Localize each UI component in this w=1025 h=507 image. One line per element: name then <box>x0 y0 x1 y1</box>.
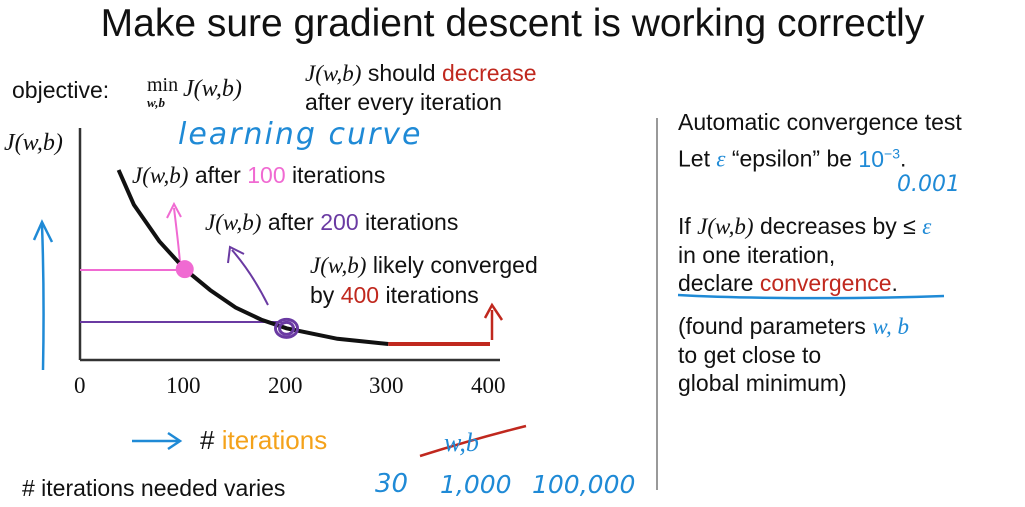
annotation-100: J(w,b) after 100 iterations <box>132 162 386 188</box>
value-100000: 100,000 <box>532 470 636 499</box>
purple-arrow-icon <box>231 249 269 306</box>
mark-200-iterations <box>274 317 299 339</box>
one-iteration-line: in one iteration, <box>678 242 836 268</box>
declare-convergence-line: declare convergence. <box>678 270 898 296</box>
should-decrease-line1: J(w,b) should decrease <box>305 60 537 87</box>
tick-label-400: 400 <box>471 373 506 398</box>
convergence-test-heading: Automatic convergence test <box>678 109 962 135</box>
should-decrease-line2: after every iteration <box>305 89 502 115</box>
x-axis-label: # iterations <box>200 425 328 455</box>
value-1000: 1,000 <box>440 470 512 499</box>
tick-label-200: 200 <box>268 373 303 398</box>
cost-expression: J(w,b) <box>305 61 362 86</box>
objective-min-subscript: w,b <box>147 95 165 110</box>
value-30: 30 <box>375 469 409 499</box>
global-minimum-line: global minimum) <box>678 370 847 396</box>
pink-arrowhead-icon <box>166 201 182 219</box>
learning-curve-label: learning curve <box>178 117 423 152</box>
annotation-400-line2: by 400 iterations <box>310 282 479 308</box>
up-arrowhead-icon <box>32 219 54 243</box>
epsilon-line: Let ε “epsilon” be 10−3. <box>678 145 907 172</box>
decimal-value: 0.001 <box>897 172 960 197</box>
mark-100-iterations <box>175 260 194 279</box>
slide-title: Make sure gradient descent is working co… <box>100 2 925 45</box>
iterations-varies-label: # iterations needed varies <box>22 475 286 501</box>
strike-through <box>419 424 527 458</box>
crossed-out-wb: w,b <box>444 428 479 457</box>
objective-label: objective: <box>12 77 110 103</box>
found-parameters-line: (found parameters w, b <box>678 313 909 339</box>
decrease-word: decrease <box>441 60 537 86</box>
convergence-underline <box>677 293 945 300</box>
up-arrow-icon <box>40 224 45 371</box>
tick-label-300: 300 <box>369 373 404 398</box>
tick-label-0: 0 <box>74 373 86 398</box>
should-word: should <box>367 60 436 86</box>
objective-min: min <box>147 74 179 96</box>
learning-curve-line <box>116 169 389 346</box>
pink-arrow-icon <box>173 207 181 263</box>
if-decreases-line: If J(w,b) decreases by ≤ ε <box>678 213 932 239</box>
objective-expression: J(w,b) <box>183 76 242 102</box>
right-arrowhead-icon <box>167 431 183 451</box>
purple-arrowhead-icon <box>227 245 245 264</box>
tick-label-100: 100 <box>166 373 201 398</box>
y-axis-label: J(w,b) <box>4 130 63 156</box>
annotation-200: J(w,b) after 200 iterations <box>205 209 459 235</box>
get-close-line: to get close to <box>678 342 822 368</box>
annotation-400-line1: J(w,b) likely converged <box>310 252 538 278</box>
red-arrowhead-icon <box>483 302 504 321</box>
